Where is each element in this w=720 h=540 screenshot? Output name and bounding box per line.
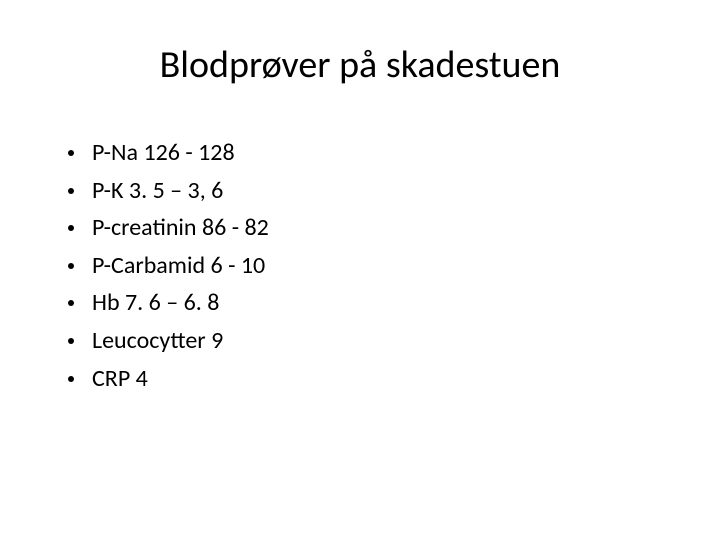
list-item: P-creatinin 86 - 82	[68, 211, 660, 245]
list-item: Leucocytter 9	[68, 324, 660, 358]
list-item: Hb 7. 6 – 6. 8	[68, 286, 660, 320]
bullet-icon	[68, 150, 74, 156]
bullet-text: Hb 7. 6 – 6. 8	[92, 286, 660, 320]
slide-title: Blodprøver på skadestuen	[60, 42, 660, 88]
list-item: CRP 4	[68, 362, 660, 396]
bullet-icon	[68, 263, 74, 269]
slide-container: Blodprøver på skadestuen P-Na 126 - 128 …	[0, 0, 720, 540]
bullet-icon	[68, 376, 74, 382]
list-item: P-Carbamid 6 - 10	[68, 249, 660, 283]
bullet-icon	[68, 338, 74, 344]
bullet-text: P-Carbamid 6 - 10	[92, 249, 660, 283]
bullet-icon	[68, 188, 74, 194]
bullet-list: P-Na 126 - 128 P-K 3. 5 – 3, 6 P-creatin…	[60, 136, 660, 395]
bullet-icon	[68, 300, 74, 306]
bullet-text: P-creatinin 86 - 82	[92, 211, 660, 245]
bullet-icon	[68, 225, 74, 231]
bullet-text: CRP 4	[92, 362, 660, 396]
list-item: P-Na 126 - 128	[68, 136, 660, 170]
bullet-text: P-Na 126 - 128	[92, 136, 660, 170]
bullet-text: Leucocytter 9	[92, 324, 660, 358]
bullet-text: P-K 3. 5 – 3, 6	[92, 174, 660, 208]
list-item: P-K 3. 5 – 3, 6	[68, 174, 660, 208]
